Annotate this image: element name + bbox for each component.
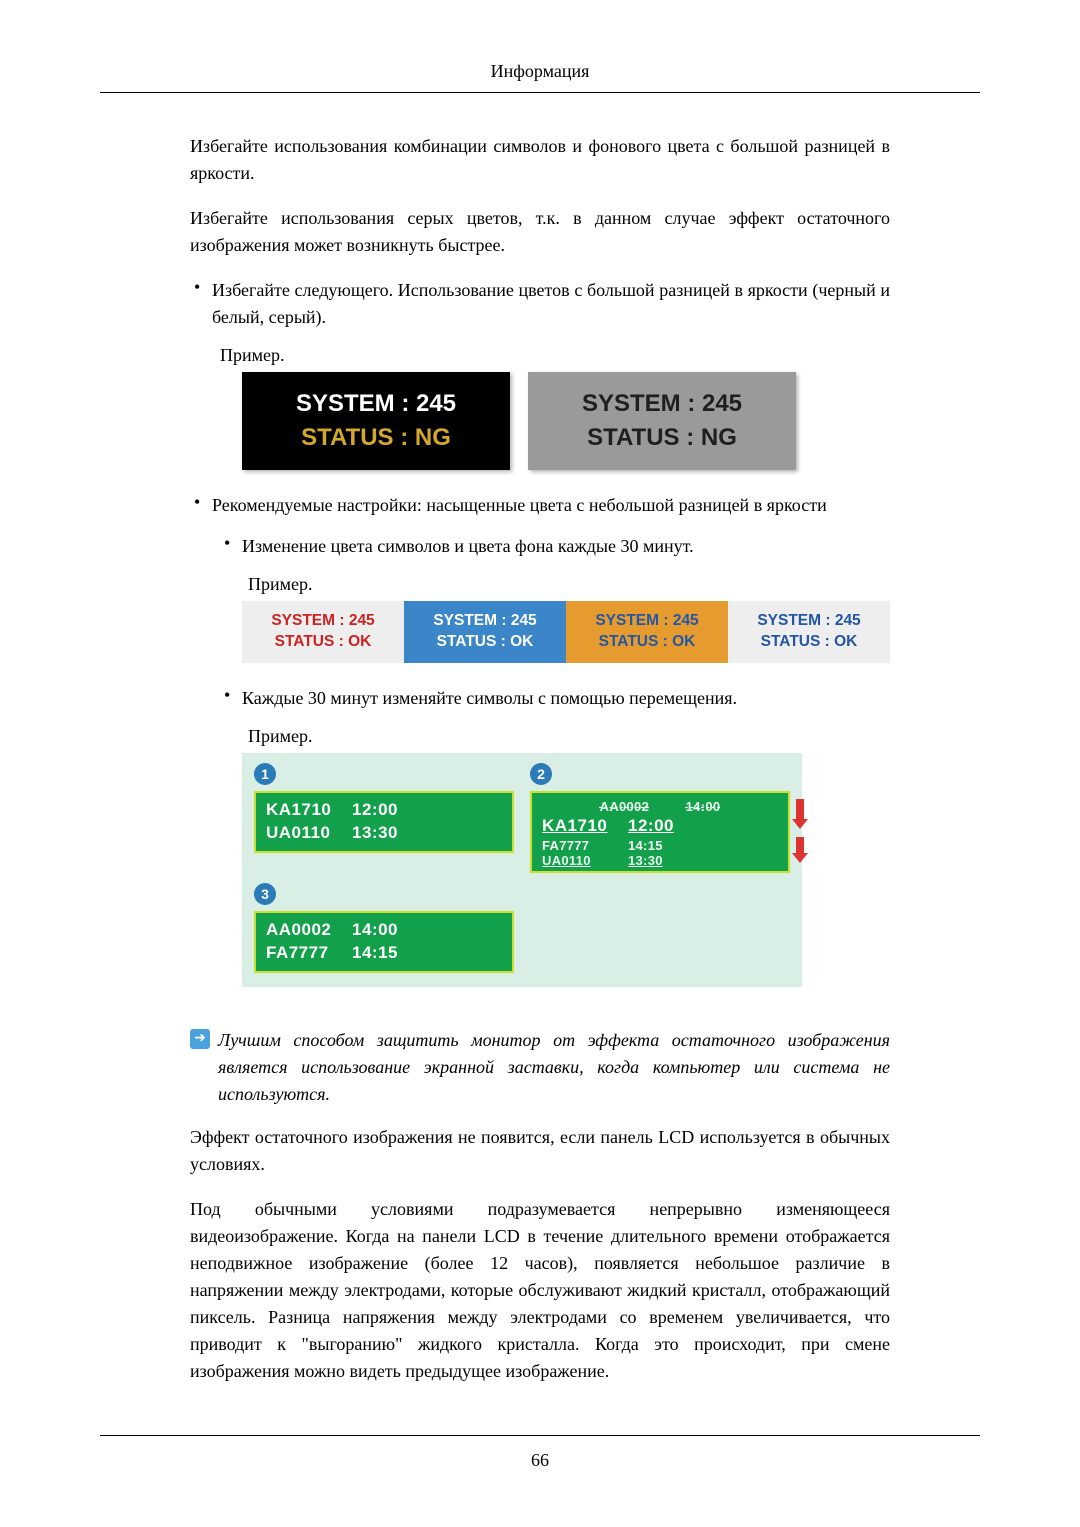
example2-box: SYSTEM : 245STATUS : OK — [242, 601, 404, 663]
paragraph-1: Избегайте использования комбинации симво… — [190, 133, 890, 187]
page-content: Избегайте использования комбинации симво… — [100, 133, 980, 1385]
document-page: Информация Избегайте использования комби… — [0, 0, 1080, 1511]
example1-label: Пример. — [220, 345, 890, 366]
example2-box: SYSTEM : 245STATUS : OK — [566, 601, 728, 663]
example3-figure: 1 KA171012:00 UA011013:30 2 AA000214:00 … — [242, 753, 802, 987]
bullet-marker: • — [220, 685, 242, 712]
bullet-2: • Рекомендуемые настройки: насыщенные цв… — [190, 492, 890, 519]
bullet-marker: • — [190, 492, 212, 519]
arrow-right-icon: ➜ — [190, 1029, 210, 1049]
example1-box: SYSTEM : 245STATUS : NG — [242, 372, 510, 470]
bullet-2a: • Изменение цвета символов и цвета фона … — [190, 533, 890, 560]
example1-box: SYSTEM : 245STATUS : NG — [528, 372, 796, 470]
page-header: Информация — [100, 61, 980, 93]
example3-panel-3: 3 AA000214:00 FA777714:15 — [254, 883, 514, 973]
example1-figure: SYSTEM : 245STATUS : NGSYSTEM : 245STATU… — [242, 372, 890, 470]
page-number: 66 — [531, 1450, 549, 1470]
page-footer: 66 — [100, 1435, 980, 1471]
example3-badge-1: 1 — [254, 763, 276, 785]
bullet-2a-text: Изменение цвета символов и цвета фона ка… — [242, 533, 890, 560]
note-block: ➜ Лучшим способом защитить монитор от эф… — [190, 1027, 890, 1108]
example2-box: SYSTEM : 245STATUS : OK — [728, 601, 890, 663]
bullet-marker: • — [220, 533, 242, 560]
bullet-marker: • — [190, 277, 212, 331]
example2-label: Пример. — [248, 574, 890, 595]
example2-box: SYSTEM : 245STATUS : OK — [404, 601, 566, 663]
example3-badge-2: 2 — [530, 763, 552, 785]
bullet-2b-text: Каждые 30 минут изменяйте символы с помо… — [242, 685, 890, 712]
example3-badge-3: 3 — [254, 883, 276, 905]
bullet-2b: • Каждые 30 минут изменяйте символы с по… — [190, 685, 890, 712]
paragraph-2: Избегайте использования серых цветов, т.… — [190, 205, 890, 259]
example3-panel-1: 1 KA171012:00 UA011013:30 — [254, 763, 514, 873]
bullet-2-text: Рекомендуемые настройки: насыщенные цвет… — [212, 492, 890, 519]
down-arrow-icon — [792, 837, 808, 863]
example2-figure: SYSTEM : 245STATUS : OKSYSTEM : 245STATU… — [242, 601, 890, 663]
paragraph-3: Эффект остаточного изображения не появит… — [190, 1124, 890, 1178]
example3-panel-2: 2 AA000214:00 KA171012:00 FA777714:15 UA… — [530, 763, 790, 873]
bullet-1-text: Избегайте следующего. Использование цвет… — [212, 277, 890, 331]
header-title: Информация — [491, 61, 590, 81]
bullet-1: • Избегайте следующего. Использование цв… — [190, 277, 890, 331]
down-arrow-icon — [792, 799, 808, 829]
example3-label: Пример. — [248, 726, 890, 747]
paragraph-4: Под обычными условиями подразумевается н… — [190, 1196, 890, 1385]
note-text: Лучшим способом защитить монитор от эффе… — [218, 1027, 890, 1108]
